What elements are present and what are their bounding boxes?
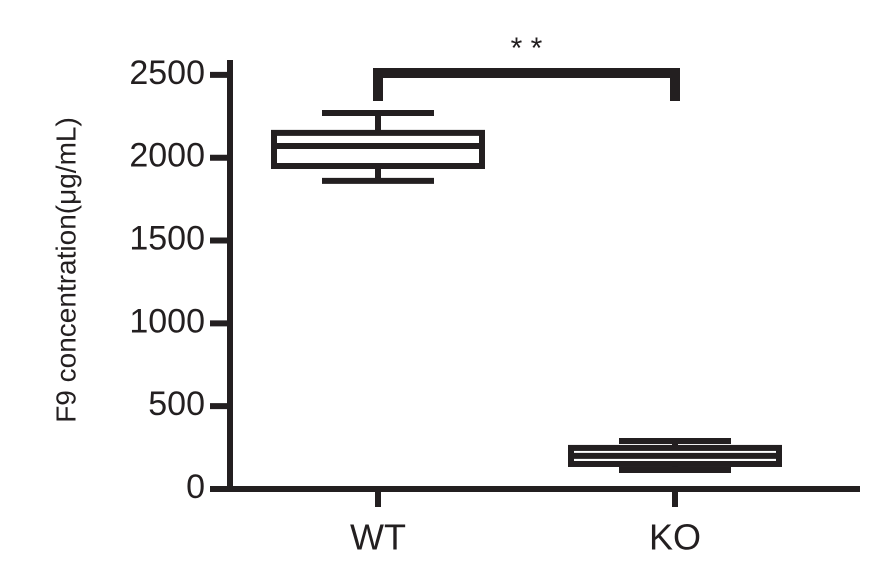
y-tick-label: 2500 [129,54,205,92]
significance-bracket [373,68,680,101]
y-tick-label: 1000 [129,302,205,340]
y-tick-label: 2000 [129,137,205,175]
x-tick-label: WT [350,517,406,558]
y-tick-label: 1500 [129,220,205,258]
y-tick-label: 500 [148,385,205,423]
y-axis-title: F9 concentration(μg/mL) [50,117,81,423]
y-tick-label: 0 [186,468,205,506]
x-tick-label: KO [649,517,701,558]
annotation: * * [511,32,543,65]
box [271,129,485,170]
